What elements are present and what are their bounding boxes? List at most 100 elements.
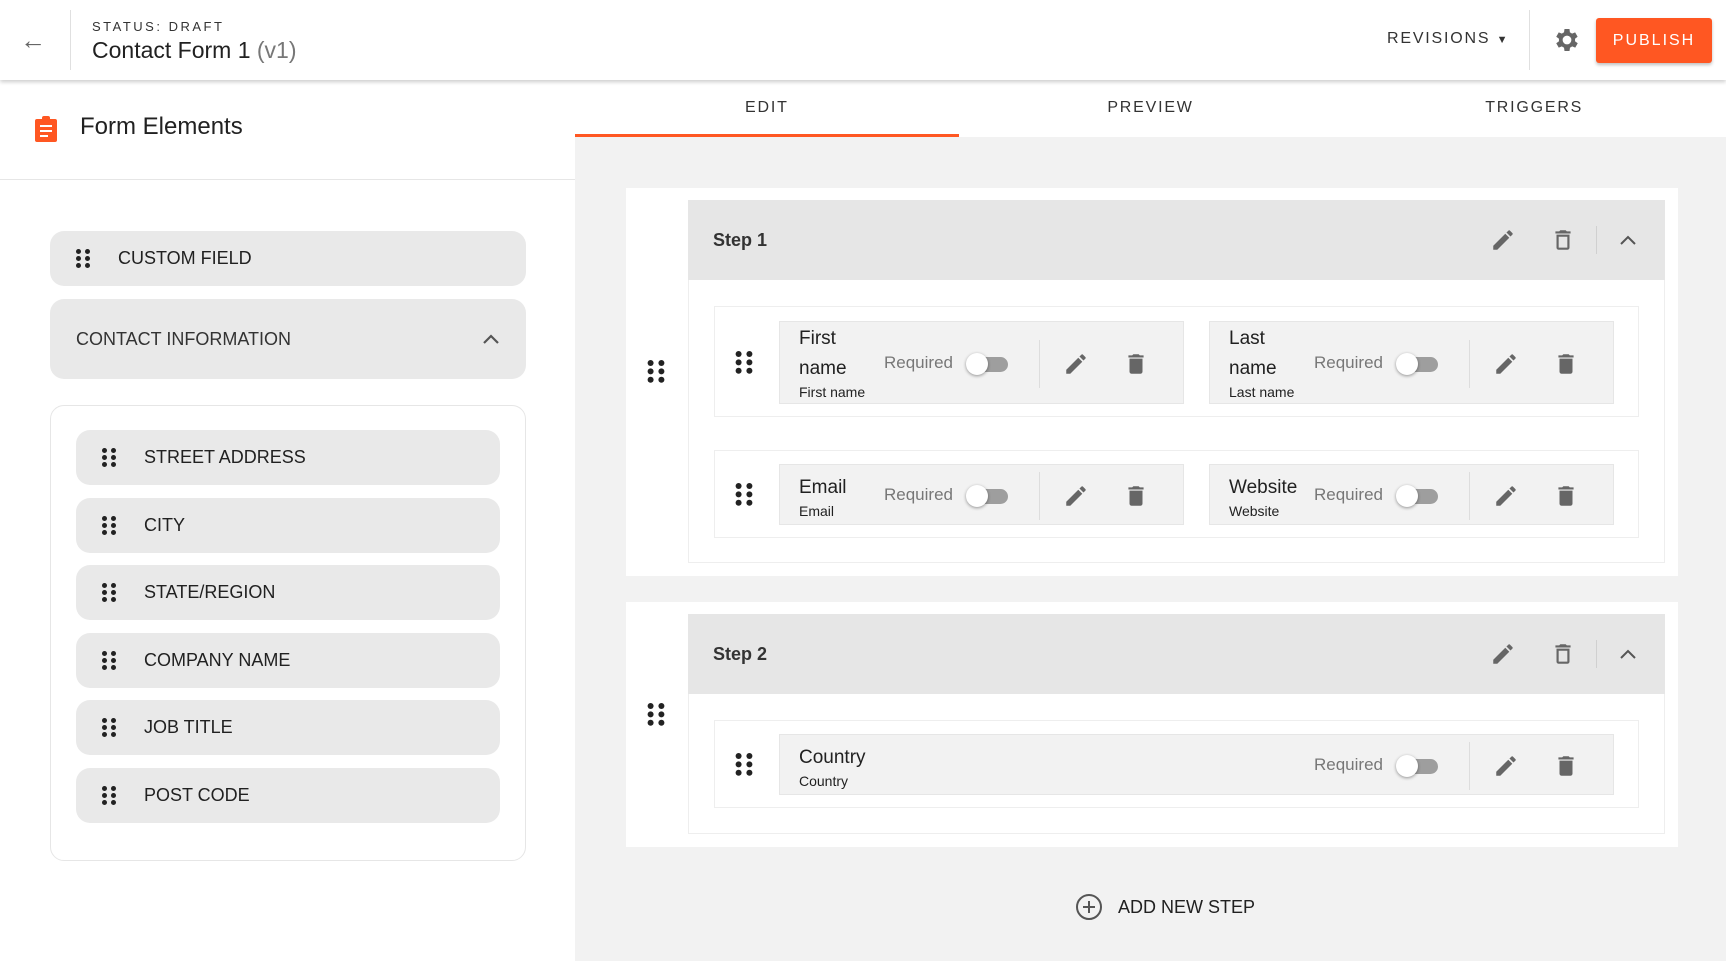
field-name: Website bbox=[1229, 477, 1298, 498]
element-label: STREET ADDRESS bbox=[144, 447, 306, 467]
divider bbox=[1529, 10, 1530, 70]
form-name: Contact Form 1 bbox=[92, 37, 251, 63]
form-version: (v1) bbox=[256, 37, 297, 63]
revisions-dropdown[interactable]: REVISIONS ▼ bbox=[1387, 30, 1509, 48]
custom-field-item[interactable]: CUSTOM FIELD bbox=[50, 231, 526, 286]
divider bbox=[1039, 471, 1040, 520]
field-row: Country Country Required bbox=[714, 720, 1639, 808]
divider bbox=[1469, 471, 1470, 520]
drag-handle-icon[interactable] bbox=[102, 515, 116, 536]
step-body bbox=[688, 280, 1665, 563]
element-item[interactable]: CITY bbox=[76, 498, 500, 553]
field-label: First name bbox=[799, 384, 866, 400]
divider bbox=[1469, 339, 1470, 388]
tab-bar: EDIT PREVIEW TRIGGERS bbox=[575, 80, 1726, 137]
drag-handle-icon[interactable] bbox=[735, 753, 753, 777]
element-label: STATE/REGION bbox=[144, 582, 276, 602]
pencil-icon[interactable] bbox=[1493, 483, 1519, 509]
required-toggle[interactable] bbox=[1396, 754, 1442, 777]
divider bbox=[1469, 741, 1470, 790]
divider bbox=[70, 10, 71, 70]
drag-handle-icon[interactable] bbox=[102, 582, 116, 603]
field-row: First name First name Required Last name L… bbox=[714, 306, 1639, 417]
form-field-card[interactable]: First name First name Required bbox=[779, 321, 1184, 404]
chevron-up-icon[interactable] bbox=[482, 333, 500, 345]
drag-handle-icon[interactable] bbox=[647, 702, 665, 727]
element-item[interactable]: COMPANY NAME bbox=[76, 633, 500, 688]
chevron-up-icon[interactable] bbox=[1619, 234, 1637, 246]
required-label: Required bbox=[1314, 754, 1383, 774]
drag-handle-icon[interactable] bbox=[102, 650, 116, 671]
field-name: Email bbox=[799, 477, 847, 498]
required-label: Required bbox=[1314, 352, 1383, 372]
drag-handle-icon[interactable] bbox=[735, 483, 753, 507]
pencil-icon[interactable] bbox=[1493, 351, 1519, 377]
drag-handle-icon[interactable] bbox=[102, 717, 116, 738]
drag-handle-icon[interactable] bbox=[102, 785, 116, 806]
element-label: POST CODE bbox=[144, 785, 250, 805]
pencil-icon[interactable] bbox=[1063, 351, 1089, 377]
element-label: CITY bbox=[144, 515, 186, 535]
tab-preview[interactable]: PREVIEW bbox=[1107, 99, 1194, 116]
drag-handle-icon[interactable] bbox=[76, 248, 90, 269]
trash-outline-icon[interactable] bbox=[1550, 227, 1576, 253]
custom-field-label: CUSTOM FIELD bbox=[118, 248, 252, 268]
publish-button[interactable]: PUBLISH bbox=[1596, 18, 1712, 63]
step-title: Step 1 bbox=[713, 229, 768, 250]
contact-information-group-header[interactable]: CONTACT INFORMATION bbox=[50, 299, 526, 379]
field-row: Email Email Required Website Website Requi… bbox=[714, 450, 1639, 538]
field-name: First name bbox=[799, 328, 847, 379]
panel-title: Form Elements bbox=[80, 113, 243, 140]
contact-information-list bbox=[50, 405, 526, 861]
trash-icon[interactable] bbox=[1553, 351, 1579, 377]
divider bbox=[0, 179, 575, 180]
step-card: Step 2 Country Country Required bbox=[626, 602, 1678, 847]
field-label: Website bbox=[1229, 503, 1280, 519]
form-title: Contact Form 1 (v1) bbox=[92, 37, 297, 64]
step-card: Step 1 First name First name Required Las… bbox=[626, 188, 1678, 576]
element-item[interactable]: STATE/REGION bbox=[76, 565, 500, 620]
element-label: JOB TITLE bbox=[144, 717, 233, 737]
trash-icon[interactable] bbox=[1123, 483, 1149, 509]
required-label: Required bbox=[884, 352, 953, 372]
trash-icon[interactable] bbox=[1553, 483, 1579, 509]
chevron-up-icon[interactable] bbox=[1619, 648, 1637, 660]
drag-handle-icon[interactable] bbox=[102, 447, 116, 468]
required-toggle[interactable] bbox=[1396, 352, 1442, 375]
plus-circle-icon bbox=[1076, 894, 1102, 920]
caret-down-icon: ▼ bbox=[1496, 34, 1510, 46]
tab-edit[interactable]: EDIT bbox=[575, 80, 959, 137]
add-new-step-label: ADD NEW STEP bbox=[1118, 896, 1256, 917]
pencil-icon[interactable] bbox=[1063, 483, 1089, 509]
clipboard-icon bbox=[35, 116, 57, 142]
field-name: Country bbox=[799, 747, 866, 768]
field-name: Last name bbox=[1229, 328, 1277, 379]
back-arrow-icon[interactable]: ← bbox=[20, 25, 46, 55]
form-field-card[interactable]: Website Website Required bbox=[1209, 464, 1614, 525]
group-label: CONTACT INFORMATION bbox=[76, 328, 291, 349]
tab-triggers[interactable]: TRIGGERS bbox=[1485, 99, 1584, 116]
required-toggle[interactable] bbox=[966, 352, 1012, 375]
field-label: Email bbox=[799, 503, 835, 519]
field-label: Last name bbox=[1229, 384, 1295, 400]
gear-icon[interactable] bbox=[1552, 25, 1582, 55]
form-field-card[interactable]: Email Email Required bbox=[779, 464, 1184, 525]
trash-icon[interactable] bbox=[1123, 351, 1149, 377]
form-field-card[interactable]: Last name Last name Required bbox=[1209, 321, 1614, 404]
revisions-label: REVISIONS bbox=[1387, 30, 1491, 47]
trash-outline-icon[interactable] bbox=[1550, 641, 1576, 667]
drag-handle-icon[interactable] bbox=[735, 350, 753, 375]
trash-icon[interactable] bbox=[1553, 753, 1579, 779]
pencil-icon[interactable] bbox=[1490, 227, 1516, 253]
form-field-card[interactable]: Country Country Required bbox=[779, 734, 1614, 795]
pencil-icon[interactable] bbox=[1493, 753, 1519, 779]
element-item[interactable]: STREET ADDRESS bbox=[76, 430, 500, 485]
add-new-step-button[interactable]: ADD NEW STEP bbox=[1075, 893, 1255, 921]
required-toggle[interactable] bbox=[1396, 484, 1442, 507]
element-item[interactable]: JOB TITLE bbox=[76, 700, 500, 755]
required-toggle[interactable] bbox=[966, 484, 1012, 507]
element-item[interactable]: POST CODE bbox=[76, 768, 500, 823]
pencil-icon[interactable] bbox=[1490, 641, 1516, 667]
drag-handle-icon[interactable] bbox=[647, 360, 665, 384]
top-bar: ← STATUS: DRAFT Contact Form 1 (v1) REVI… bbox=[0, 0, 1726, 80]
